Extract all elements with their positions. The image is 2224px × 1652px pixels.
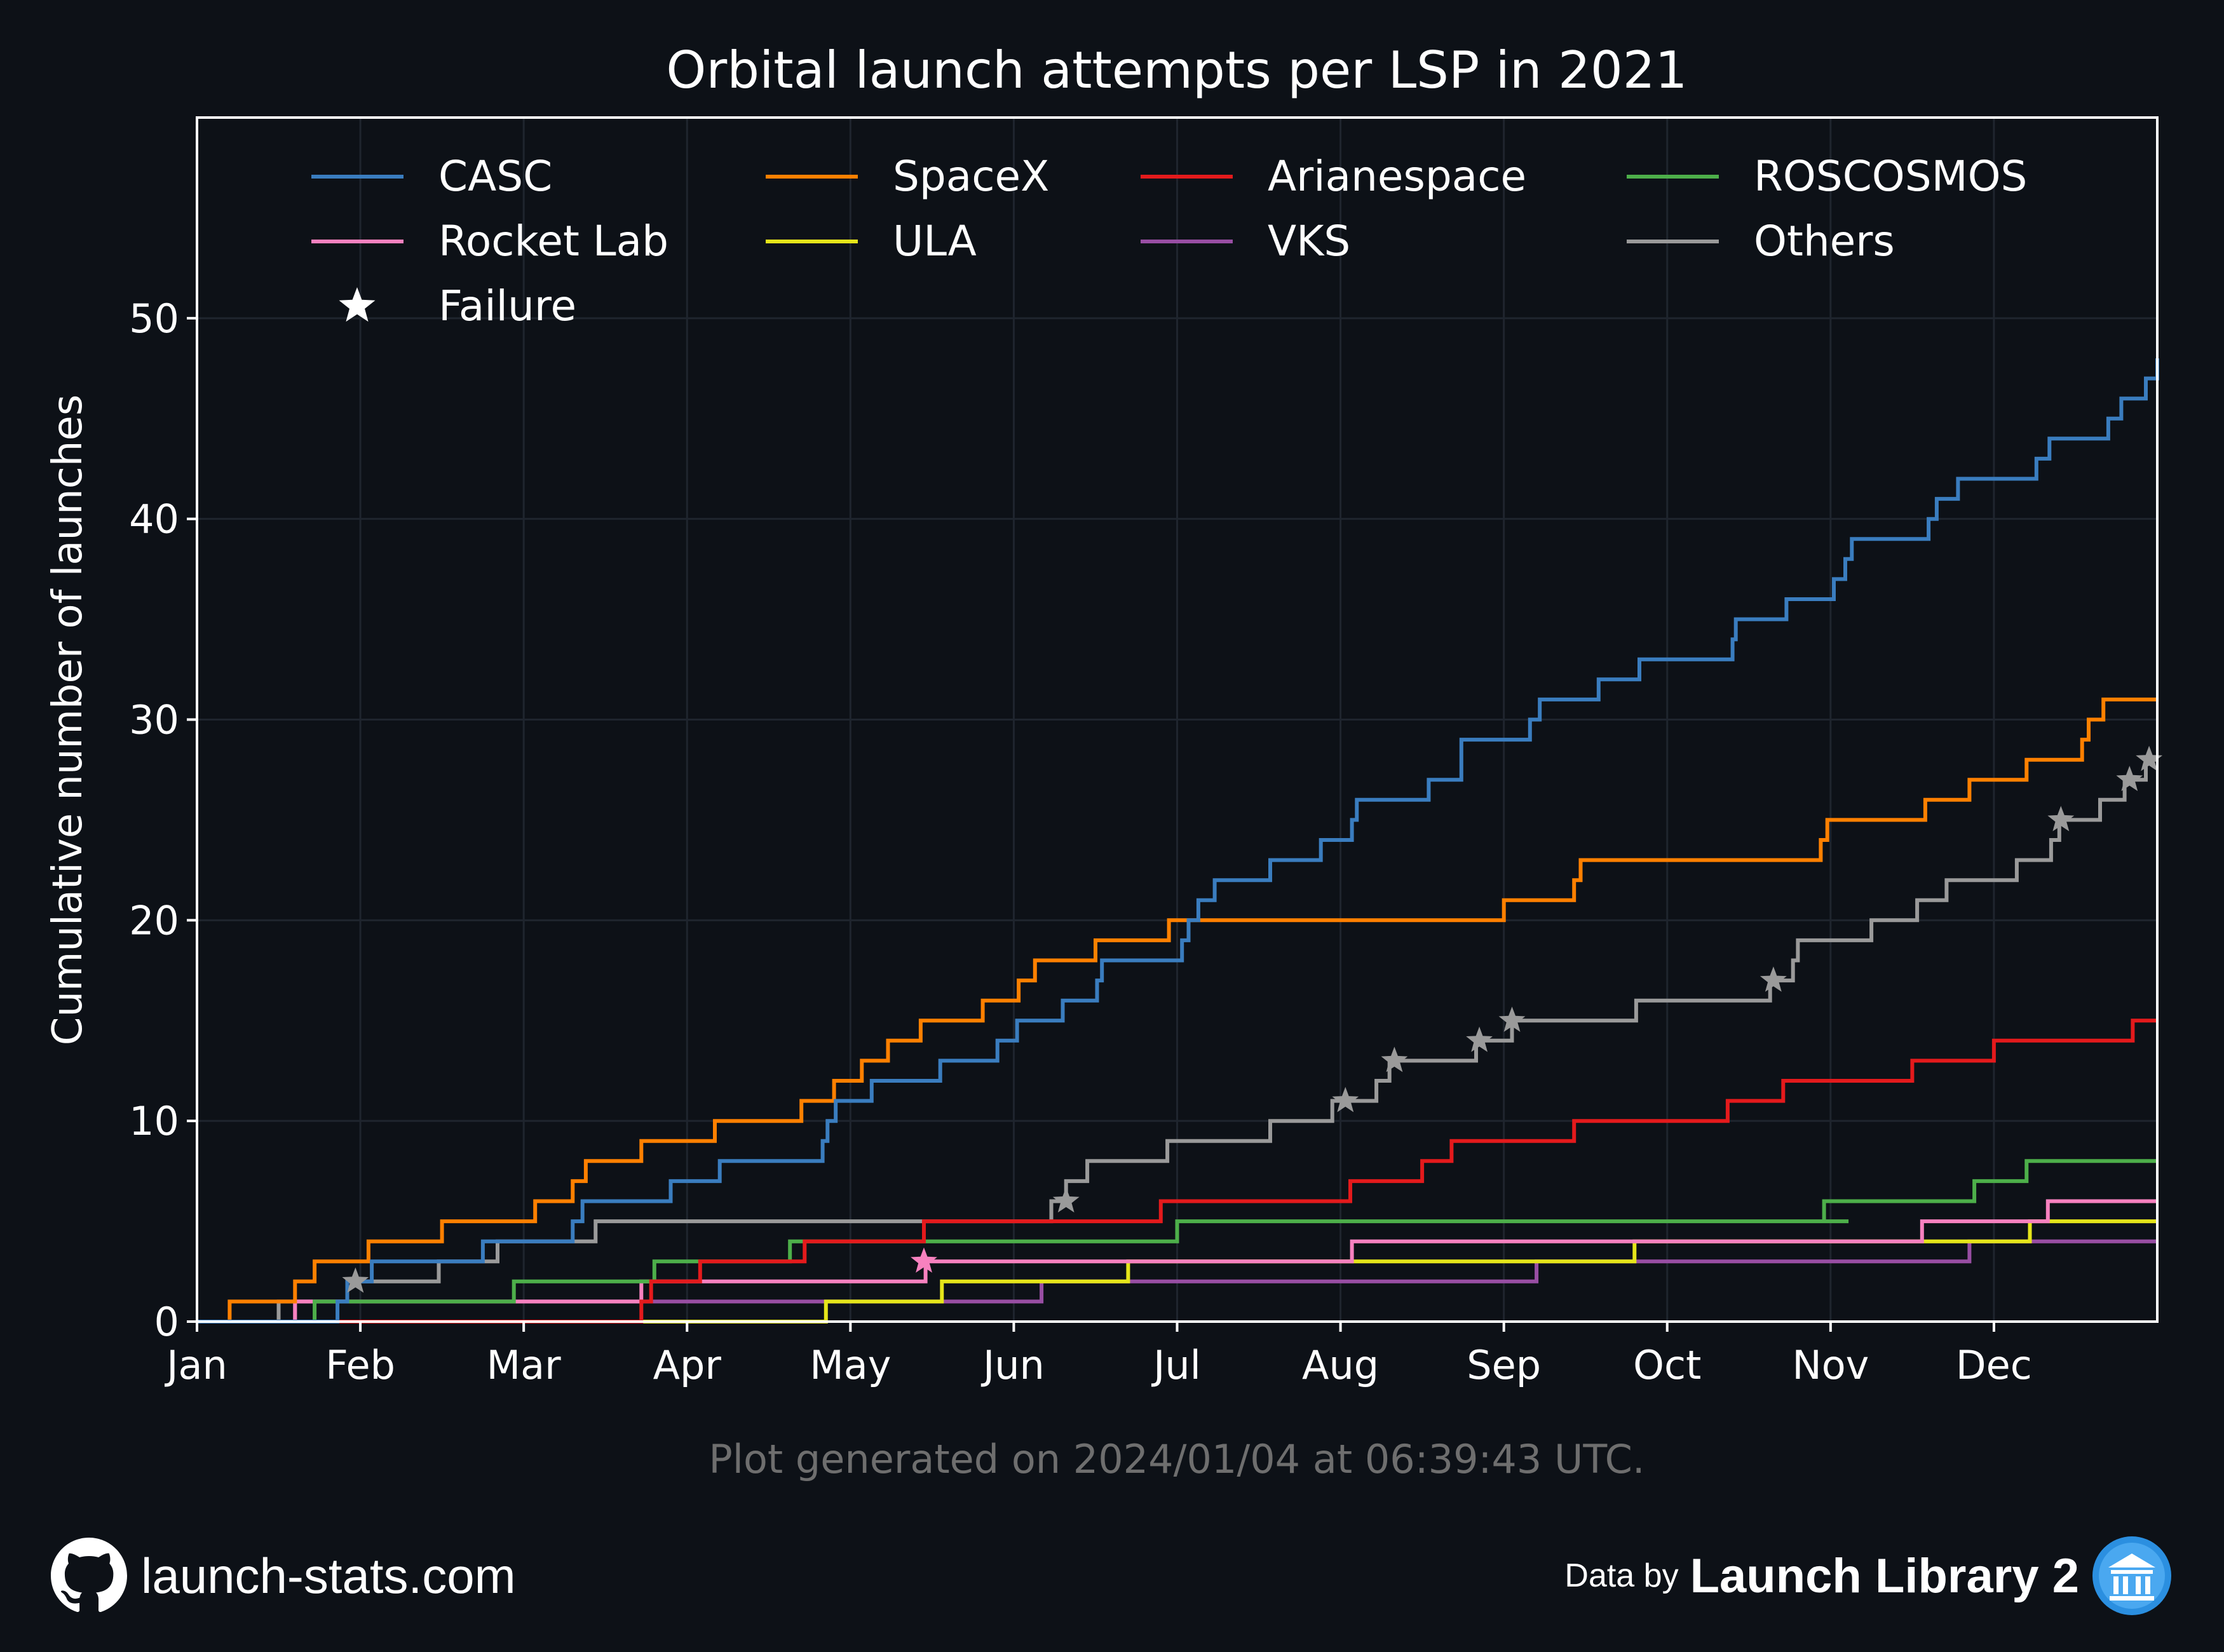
legend-label-roscosmos: ROSCOSMOS <box>1754 152 2027 201</box>
failure-star-9 <box>2047 806 2075 832</box>
y-tick-label-30: 30 <box>129 697 179 743</box>
x-tick-label-nov: Nov <box>1792 1342 1869 1388</box>
series-line-ula <box>197 1219 2157 1324</box>
legend-label-failure: Failure <box>438 281 576 330</box>
legend-item-casc: CASC <box>311 152 552 201</box>
footer-credit: Data by Launch Library 2 <box>1564 1536 2173 1615</box>
legend-label-spacex: SpaceX <box>893 152 1049 201</box>
launch-library-logo-icon <box>2092 1536 2171 1615</box>
failure-star-7 <box>1498 1006 1526 1032</box>
legend-label-casc: CASC <box>438 152 552 201</box>
series-line-arianespace <box>197 1019 2157 1324</box>
legend-failure-star-icon <box>339 287 376 322</box>
series-line-others <box>197 757 2157 1324</box>
y-tick-label-20: 20 <box>129 897 179 944</box>
legend-item-failure: Failure <box>339 281 576 330</box>
series-layer <box>197 358 2159 1324</box>
failure-star-10 <box>2116 766 2143 791</box>
x-tick-label-feb: Feb <box>325 1342 395 1388</box>
y-tick-label-10: 10 <box>129 1098 179 1144</box>
failure-star-11 <box>2136 745 2163 771</box>
legend-label-rocket-lab: Rocket Lab <box>438 217 668 266</box>
x-tick-label-dec: Dec <box>1956 1342 2032 1388</box>
legend-item-ula: ULA <box>766 217 977 266</box>
failure-star-1 <box>342 1267 369 1293</box>
x-tick-label-jan: Jan <box>164 1342 227 1388</box>
credit-name[interactable]: Launch Library 2 <box>1690 1548 2079 1603</box>
generated-note: Plot generated on 2024/01/04 at 06:39:43… <box>709 1436 1644 1482</box>
failure-markers <box>342 745 2163 1293</box>
legend-item-arianespace: Arianespace <box>1141 152 1526 201</box>
failure-star-3 <box>1052 1187 1080 1213</box>
legend-item-vks: VKS <box>1141 217 1350 266</box>
y-tick-label-40: 40 <box>129 496 179 543</box>
github-icon <box>51 1538 127 1613</box>
series-line-spacex <box>197 697 2157 1324</box>
failure-star-4 <box>1332 1087 1359 1113</box>
chart-title: Orbital launch attempts per LSP in 2021 <box>666 41 1687 100</box>
legend: CASC SpaceX Arianespace ROSCOSMOS Rocket Lab… <box>311 152 2027 330</box>
x-tick-label-mar: Mar <box>487 1342 561 1388</box>
credit-prefix: Data by <box>1564 1557 1679 1594</box>
axes: 0 10 20 30 40 50 Jan Feb Mar Apr May Jun Jul Aug Sep Oc… <box>129 295 2032 1388</box>
series-line-roscosmos <box>197 1159 2157 1324</box>
y-tick-label-50: 50 <box>129 295 179 342</box>
failure-star-6 <box>1466 1026 1493 1052</box>
legend-label-ula: ULA <box>893 217 977 266</box>
legend-item-spacex: SpaceX <box>766 152 1049 201</box>
footer-brand[interactable]: launch-stats.com <box>51 1538 516 1614</box>
x-tick-label-may: May <box>810 1342 891 1388</box>
x-tick-label-apr: Apr <box>653 1342 722 1388</box>
x-tick-label-sep: Sep <box>1467 1342 1541 1388</box>
x-tick-label-jun: Jun <box>980 1342 1045 1388</box>
failure-star-5 <box>1381 1046 1408 1073</box>
legend-label-arianespace: Arianespace <box>1268 152 1526 201</box>
x-tick-label-aug: Aug <box>1302 1342 1379 1388</box>
legend-item-others: Others <box>1627 217 1895 266</box>
y-axis-label: Cumulative number of launches <box>44 395 92 1045</box>
site-link[interactable]: launch-stats.com <box>141 1547 516 1604</box>
series-line-casc <box>197 358 2159 1324</box>
y-tick-label-0: 0 <box>154 1299 179 1345</box>
failure-star-2 <box>911 1247 937 1273</box>
x-tick-label-oct: Oct <box>1633 1342 1701 1388</box>
legend-label-vks: VKS <box>1268 217 1350 266</box>
legend-item-roscosmos: ROSCOSMOS <box>1627 152 2027 201</box>
failure-star-8 <box>1760 966 1787 992</box>
x-tick-label-jul: Jul <box>1151 1342 1201 1388</box>
legend-label-others: Others <box>1754 217 1895 266</box>
legend-item-rocket-lab: Rocket Lab <box>311 217 668 266</box>
